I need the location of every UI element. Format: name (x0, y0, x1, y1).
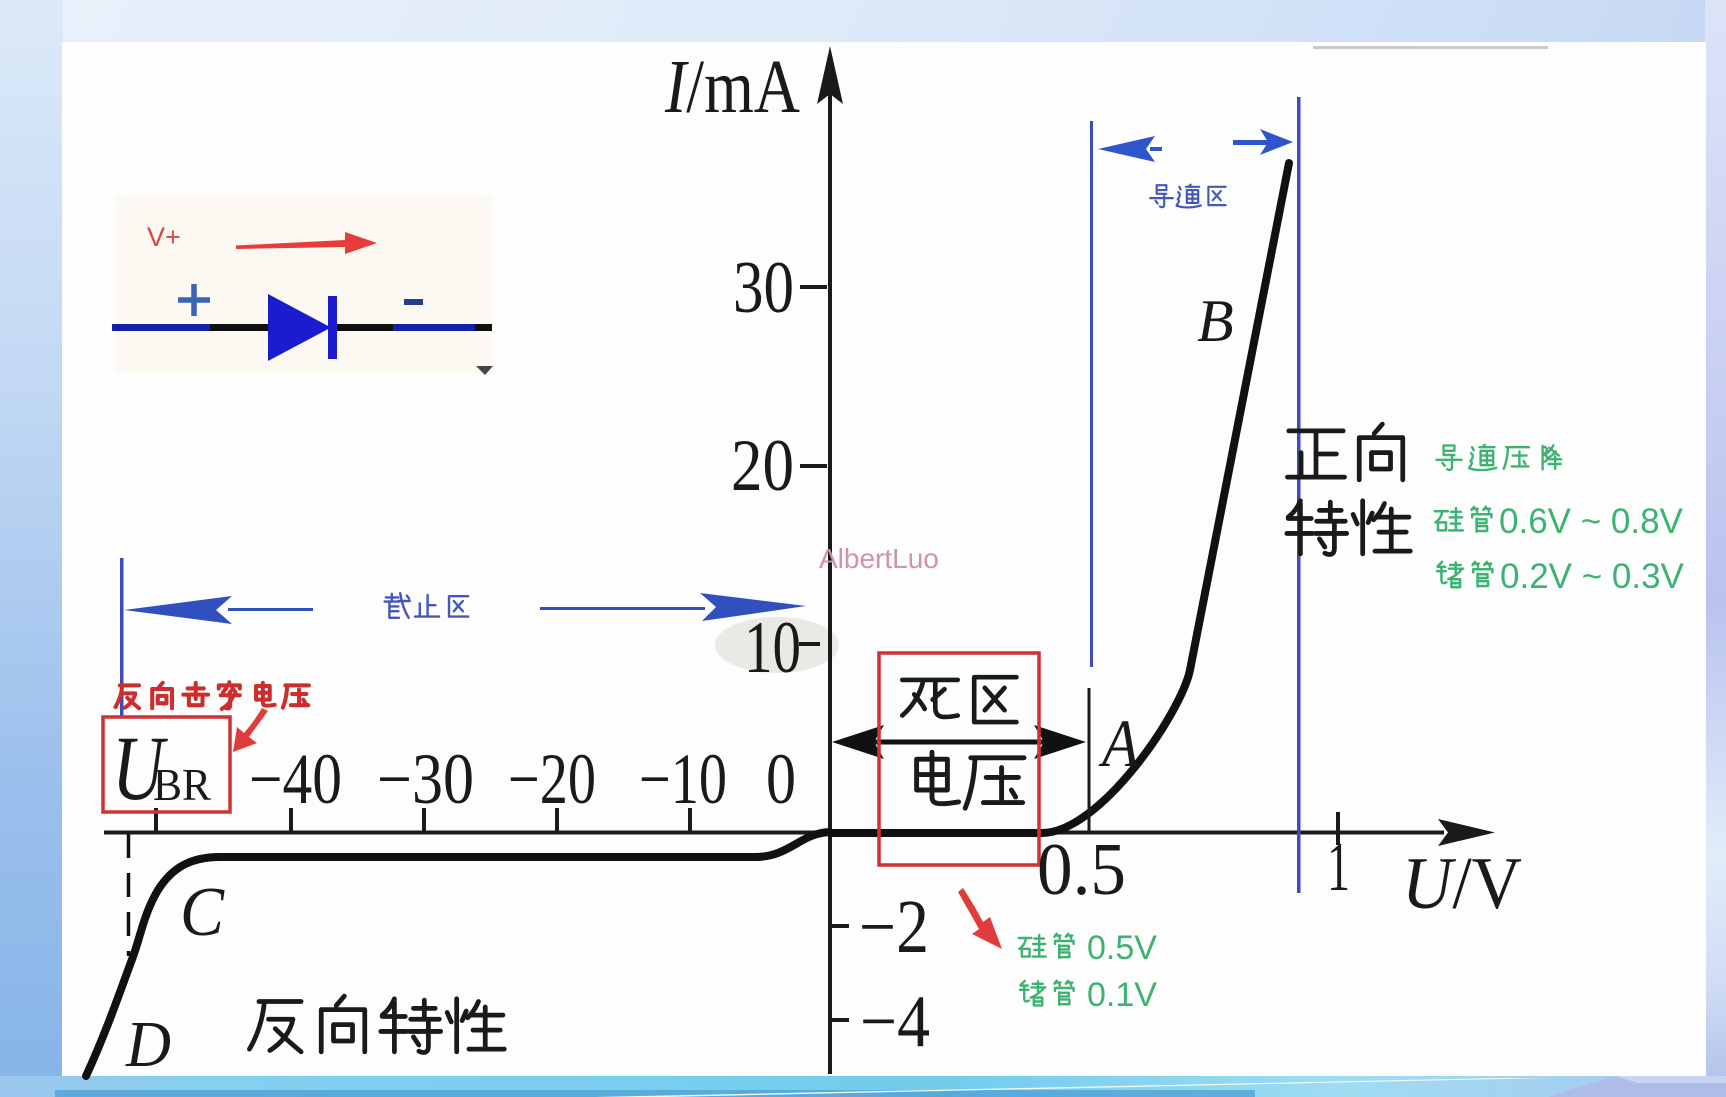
svg-text:−20: −20 (508, 739, 596, 819)
svg-text:20: 20 (731, 425, 794, 507)
svg-text:AlbertLuo: AlbertLuo (819, 543, 939, 574)
svg-text:−40: −40 (249, 739, 342, 819)
svg-text:0: 0 (766, 739, 796, 819)
svg-text:−10: −10 (639, 739, 727, 819)
svg-text:0.2V ~ 0.3V: 0.2V ~ 0.3V (1500, 557, 1685, 596)
svg-text:10: 10 (744, 607, 801, 689)
svg-text:−30: −30 (377, 739, 474, 819)
svg-text:1: 1 (1327, 829, 1350, 906)
svg-text:B: B (1197, 288, 1234, 354)
svg-text:BR: BR (153, 759, 211, 810)
svg-text:−2: −2 (859, 885, 929, 969)
svg-text:0.1V: 0.1V (1087, 976, 1157, 1014)
svg-text:I/mA: I/mA (664, 45, 800, 129)
svg-text:0.5V: 0.5V (1087, 929, 1157, 967)
svg-text:0.5: 0.5 (1037, 829, 1126, 911)
svg-text:−4: −4 (860, 981, 930, 1063)
svg-text:A: A (1098, 705, 1139, 781)
svg-text:U/V: U/V (1402, 843, 1522, 925)
svg-text:V+: V+ (147, 222, 181, 252)
svg-text:30: 30 (733, 247, 794, 329)
svg-text:0.6V ~ 0.8V: 0.6V ~ 0.8V (1499, 502, 1684, 541)
svg-text:C: C (180, 874, 225, 951)
svg-text:U: U (112, 717, 168, 819)
svg-text:D: D (125, 1008, 171, 1081)
